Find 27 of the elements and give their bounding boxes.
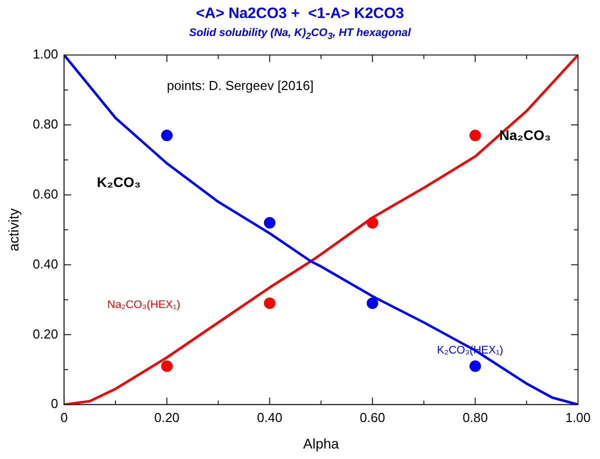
x-tick-label: 0 (60, 410, 68, 425)
y-tick-label: 1.00 (32, 46, 58, 62)
y-tick-label: 0.80 (32, 116, 58, 132)
annotation: Na₂CO₃(HEX₁) (107, 298, 180, 311)
point (366, 297, 378, 309)
series-label: K₂CO₃ (96, 174, 141, 190)
x-tick-label: 0.80 (462, 410, 488, 425)
x-tick-label: 0.40 (257, 410, 282, 425)
point (469, 130, 481, 142)
x-tick-label: 0.60 (360, 410, 386, 425)
y-tick-label: 0.40 (32, 256, 58, 272)
y-tick-label: 0 (50, 396, 58, 412)
y-tick-label: 0.20 (32, 326, 58, 342)
y-axis-title: activity (5, 208, 22, 252)
x-tick-label: 0.20 (154, 410, 180, 425)
x-tick-label: 1.00 (565, 410, 591, 425)
x-axis-title: Alpha (303, 435, 340, 452)
point (161, 130, 173, 142)
point (469, 360, 481, 372)
annotation: points: D. Sergeev [2016] (166, 78, 314, 94)
point (264, 297, 276, 309)
chart-title: <A> Na2CO3 + <1-A> K2CO3 (194, 5, 405, 22)
y-tick-label: 0.60 (32, 186, 58, 202)
series-label: Na₂CO₃ (499, 127, 551, 144)
chart-subtitle: Solid solubility (Na, K)$_{2}$CO$_{3}$, HT hexagonal (188, 27, 412, 42)
point (264, 217, 276, 229)
point (161, 360, 173, 372)
